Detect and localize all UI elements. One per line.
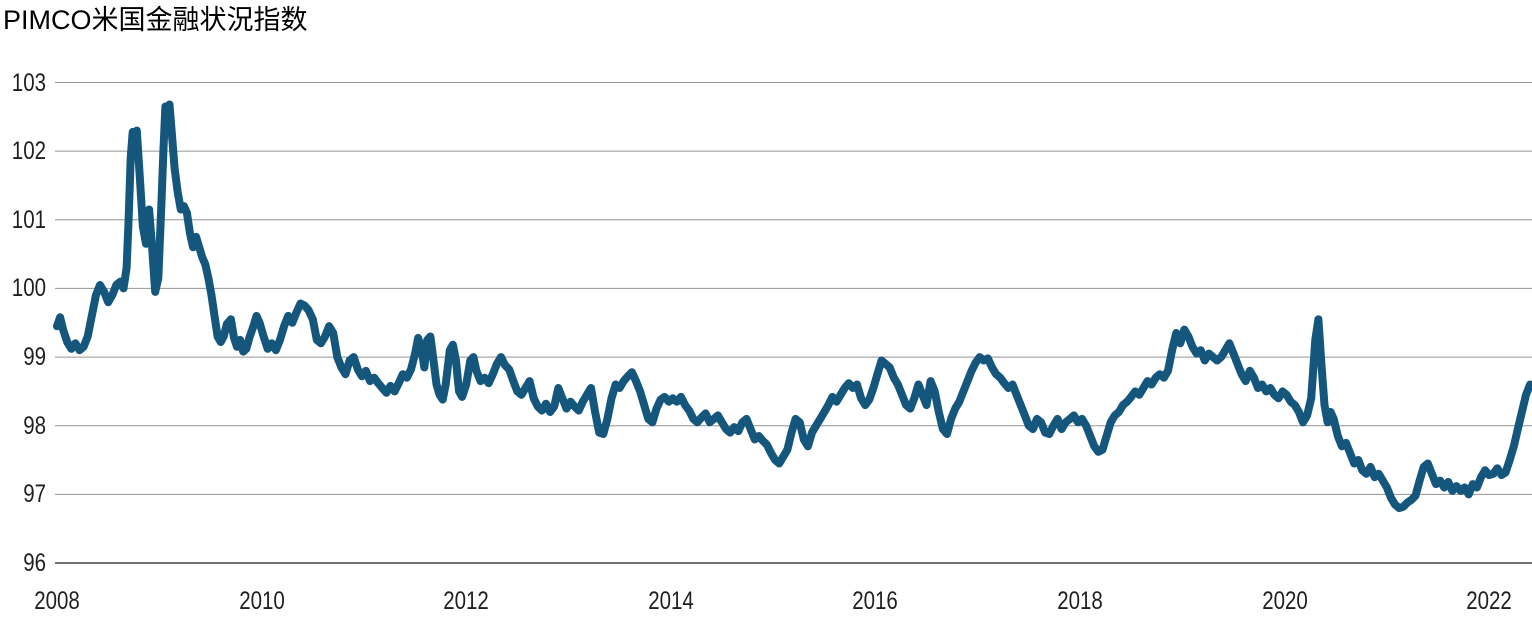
x-tick-label: 2020 [1261, 587, 1308, 615]
series-line [53, 100, 1532, 513]
y-tick-label: 102 [11, 137, 47, 166]
y-tick-label: 96 [23, 549, 46, 577]
y-tick-label: 99 [23, 343, 46, 372]
chart-title: PIMCO米国金融状況指数 [3, 5, 308, 35]
y-tick-label: 97 [23, 480, 46, 509]
y-tick-label: 100 [11, 274, 47, 303]
y-tick-label: 98 [23, 411, 46, 440]
x-tick-label: 2018 [1057, 587, 1103, 615]
x-tick-label: 2010 [238, 587, 285, 615]
x-tick-label: 2014 [647, 587, 694, 615]
x-tick-label: 2008 [34, 587, 80, 615]
y-tick-label: 101 [11, 205, 47, 234]
x-tick-label: 2022 [1466, 587, 1512, 615]
x-tick-label: 2016 [852, 587, 899, 615]
horizontal-gridlines [55, 82, 1532, 565]
y-tick-label: 103 [11, 68, 47, 97]
x-tick-label: 2012 [443, 587, 489, 615]
